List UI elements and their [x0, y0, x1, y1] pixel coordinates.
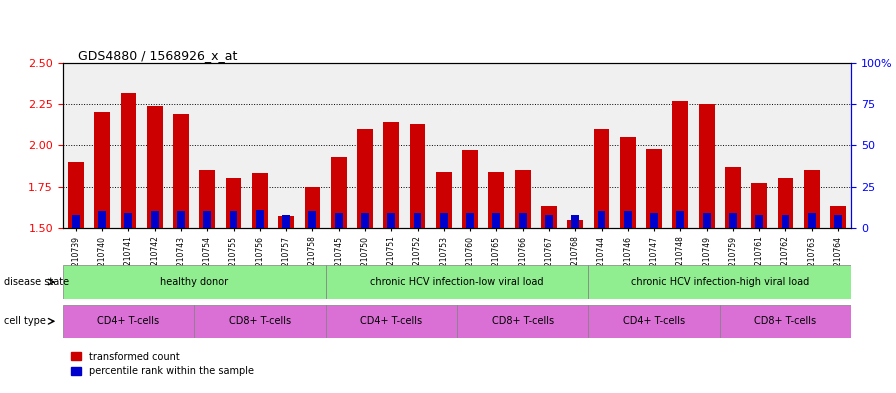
- Bar: [702, 213, 711, 228]
- Bar: [804, 170, 820, 228]
- Bar: [519, 213, 527, 228]
- FancyBboxPatch shape: [719, 305, 851, 338]
- FancyBboxPatch shape: [589, 265, 851, 299]
- Bar: [594, 129, 609, 228]
- Bar: [834, 215, 842, 228]
- Bar: [515, 170, 530, 228]
- Bar: [308, 211, 316, 228]
- Bar: [331, 157, 347, 228]
- Bar: [725, 167, 741, 228]
- FancyBboxPatch shape: [457, 305, 589, 338]
- Bar: [68, 162, 83, 228]
- Bar: [361, 213, 369, 228]
- Bar: [177, 211, 185, 228]
- Bar: [282, 215, 290, 228]
- Bar: [598, 211, 606, 228]
- Bar: [676, 211, 685, 228]
- Bar: [541, 206, 556, 228]
- Text: CD8+ T-cells: CD8+ T-cells: [228, 316, 291, 326]
- Bar: [358, 129, 373, 228]
- Bar: [305, 187, 320, 228]
- Text: disease state: disease state: [4, 277, 70, 287]
- Bar: [387, 213, 395, 228]
- Legend: transformed count, percentile rank within the sample: transformed count, percentile rank withi…: [67, 348, 258, 380]
- Bar: [436, 172, 452, 228]
- Bar: [147, 106, 162, 228]
- Bar: [335, 213, 342, 228]
- Bar: [646, 149, 662, 228]
- Bar: [808, 213, 815, 228]
- Bar: [699, 104, 714, 228]
- Bar: [781, 215, 789, 228]
- Text: chronic HCV infection-high viral load: chronic HCV infection-high viral load: [631, 277, 809, 287]
- Bar: [488, 172, 504, 228]
- Bar: [121, 93, 136, 228]
- Bar: [650, 213, 658, 228]
- Bar: [778, 178, 793, 228]
- Text: healthy donor: healthy donor: [160, 277, 228, 287]
- Text: CD4+ T-cells: CD4+ T-cells: [623, 316, 685, 326]
- Bar: [493, 213, 500, 228]
- Bar: [226, 178, 241, 228]
- Bar: [572, 215, 579, 228]
- Text: CD8+ T-cells: CD8+ T-cells: [492, 316, 554, 326]
- Text: chronic HCV infection-low viral load: chronic HCV infection-low viral load: [370, 277, 544, 287]
- Bar: [673, 101, 688, 228]
- Bar: [72, 215, 80, 228]
- FancyBboxPatch shape: [589, 305, 719, 338]
- Bar: [729, 213, 737, 228]
- Bar: [545, 215, 553, 228]
- Bar: [151, 211, 159, 228]
- Bar: [620, 137, 635, 228]
- Text: CD4+ T-cells: CD4+ T-cells: [360, 316, 422, 326]
- Text: cell type: cell type: [4, 316, 47, 326]
- FancyBboxPatch shape: [194, 305, 325, 338]
- Bar: [414, 213, 421, 228]
- FancyBboxPatch shape: [325, 265, 589, 299]
- Bar: [229, 211, 237, 228]
- Bar: [752, 184, 767, 228]
- Bar: [256, 210, 263, 228]
- Bar: [200, 170, 215, 228]
- Bar: [831, 206, 846, 228]
- Bar: [462, 151, 478, 228]
- Bar: [94, 112, 110, 228]
- FancyBboxPatch shape: [63, 265, 325, 299]
- Bar: [383, 122, 399, 228]
- Bar: [203, 211, 211, 228]
- Text: CD4+ T-cells: CD4+ T-cells: [98, 316, 159, 326]
- Bar: [624, 211, 632, 228]
- Bar: [440, 213, 448, 228]
- Bar: [125, 213, 133, 228]
- Bar: [99, 211, 106, 228]
- Text: CD8+ T-cells: CD8+ T-cells: [754, 316, 816, 326]
- Text: GDS4880 / 1568926_x_at: GDS4880 / 1568926_x_at: [79, 49, 237, 62]
- Bar: [466, 213, 474, 228]
- Bar: [252, 173, 268, 228]
- Bar: [755, 215, 763, 228]
- Bar: [567, 220, 583, 228]
- Bar: [409, 124, 426, 228]
- FancyBboxPatch shape: [63, 305, 194, 338]
- FancyBboxPatch shape: [325, 305, 457, 338]
- Bar: [173, 114, 189, 228]
- Bar: [279, 217, 294, 228]
